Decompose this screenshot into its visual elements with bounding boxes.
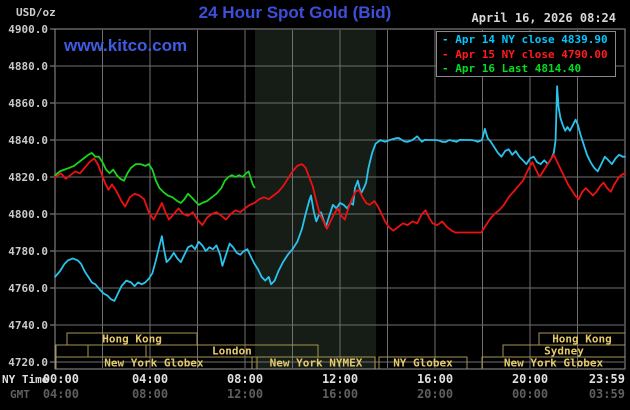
y-tick-label: 4820.0 xyxy=(8,171,48,184)
series-line-apr-14 xyxy=(54,85,626,302)
session-label: New York Globex xyxy=(104,357,204,370)
y-tick-label: 4860.0 xyxy=(8,97,48,110)
x-tick-label-ny: 23:59 xyxy=(589,372,625,386)
session-label: Hong Kong xyxy=(552,333,612,346)
y-tick-label: 4760.0 xyxy=(8,282,48,295)
x-axis-row-label-gmt: GMT xyxy=(10,388,30,401)
y-tick-label: 4720.0 xyxy=(8,356,48,369)
session-box xyxy=(55,344,89,358)
plot-border xyxy=(54,28,626,370)
x-tick-label-ny: 08:00 xyxy=(227,372,263,386)
x-tick-label-ny: 20:00 xyxy=(512,372,548,386)
x-tick-label-ny: 16:00 xyxy=(417,372,453,386)
legend-row: - Apr 15 NY close 4790.00 xyxy=(442,47,608,61)
y-tick-label: 4840.0 xyxy=(8,134,48,147)
legend-box: - Apr 14 NY close 4839.90- Apr 15 NY clo… xyxy=(436,31,616,77)
session-label: Hong Kong xyxy=(102,333,162,346)
y-tick-label: 4880.0 xyxy=(8,60,48,73)
session-label: New York NYMEX xyxy=(270,357,363,370)
legend-row: - Apr 16 Last 4814.40 xyxy=(442,62,582,75)
series-line-apr-16 xyxy=(54,151,256,206)
datetime-label: April 16, 2026 08:24 xyxy=(471,11,617,25)
x-tick-label-ny: 12:00 xyxy=(322,372,358,386)
x-tick-label-ny: 04:00 xyxy=(132,372,168,386)
y-tick-label: 4780.0 xyxy=(8,245,48,258)
session-label: New York Globex xyxy=(504,357,604,370)
x-tick-label-ny: 00:00 xyxy=(43,372,79,386)
x-tick-label-gmt: 16:00 xyxy=(322,387,358,401)
series-line-apr-15 xyxy=(54,153,626,234)
x-tick-label-gmt: 08:00 xyxy=(132,387,168,401)
session-box xyxy=(87,344,147,358)
y-tick-label: 4800.0 xyxy=(8,208,48,221)
y-tick-label: 4900.0 xyxy=(8,23,48,36)
kitco-website-link[interactable]: www.kitco.com xyxy=(64,36,188,55)
page-title: 24 Hour Spot Gold (Bid) xyxy=(198,3,392,22)
y-tick-label: 4740.0 xyxy=(8,319,48,332)
session-label: Sydney xyxy=(544,345,584,358)
x-axis-row-label-ny: NY Time xyxy=(2,373,49,386)
x-tick-label-gmt: 20:00 xyxy=(417,387,453,401)
x-tick-label-gmt: 00:00 xyxy=(512,387,548,401)
x-tick-label-gmt: 03:59 xyxy=(589,387,625,401)
session-label: NY Globex xyxy=(393,357,453,370)
y-axis-units-label: USD/oz xyxy=(16,6,56,19)
x-tick-label-gmt: 04:00 xyxy=(43,387,79,401)
x-tick-label-gmt: 12:00 xyxy=(227,387,263,401)
session-label: London xyxy=(212,345,252,358)
legend-row: - Apr 14 NY close 4839.90 xyxy=(442,33,608,46)
